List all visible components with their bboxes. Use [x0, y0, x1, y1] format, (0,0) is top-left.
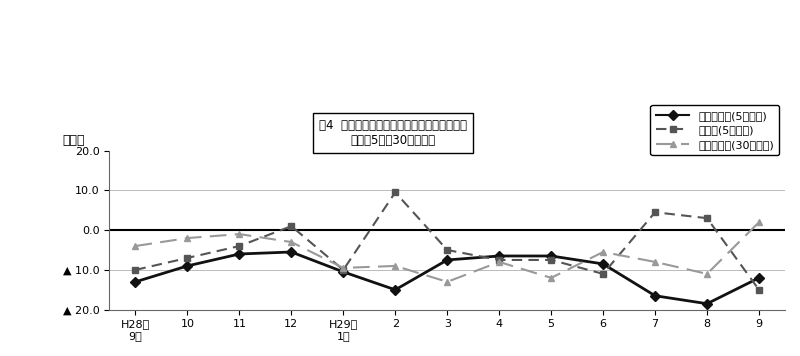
調査産業計(30人以上) [754, 220, 764, 224]
製造業(5人以上) [182, 256, 192, 260]
調査産業計(5人以上) [390, 288, 400, 292]
Text: 围4  所定外労働時間の推移（対前年同月比）
－規横5人・30人以上－: 围4 所定外労働時間の推移（対前年同月比） －規横5人・30人以上－ [319, 119, 467, 147]
製造業(5人以上) [754, 288, 764, 292]
調査産業計(5人以上) [598, 262, 608, 266]
調査産業計(5人以上) [650, 294, 660, 298]
調査産業計(30人以上) [546, 276, 556, 280]
製造業(5人以上) [130, 268, 140, 272]
調査産業計(30人以上) [494, 260, 504, 264]
調査産業計(30人以上) [702, 272, 712, 276]
調査産業計(5人以上) [338, 270, 348, 274]
調査産業計(30人以上) [442, 280, 452, 284]
製造業(5人以上) [546, 258, 556, 262]
Line: 調査産業計(5人以上): 調査産業計(5人以上) [132, 248, 762, 307]
調査産業計(30人以上) [598, 250, 608, 254]
調査産業計(5人以上) [286, 250, 296, 254]
調査産業計(30人以上) [130, 244, 140, 248]
調査産業計(30人以上) [286, 240, 296, 244]
製造業(5人以上) [650, 210, 660, 214]
調査産業計(5人以上) [130, 280, 140, 284]
製造業(5人以上) [494, 258, 504, 262]
調査産業計(5人以上) [754, 276, 764, 280]
Legend: 調査産業計(5人以上), 製造業(5人以上), 調査産業計(30人以上): 調査産業計(5人以上), 製造業(5人以上), 調査産業計(30人以上) [650, 105, 779, 155]
Text: （％）: （％） [62, 134, 85, 147]
調査産業計(5人以上) [546, 254, 556, 258]
調査産業計(30人以上) [650, 260, 660, 264]
製造業(5人以上) [234, 244, 244, 248]
製造業(5人以上) [286, 224, 296, 228]
調査産業計(30人以上) [390, 264, 400, 268]
調査産業計(5人以上) [234, 252, 244, 256]
調査産業計(5人以上) [442, 258, 452, 262]
製造業(5人以上) [390, 190, 400, 194]
Line: 調査産業計(30人以上): 調査産業計(30人以上) [132, 219, 762, 285]
調査産業計(5人以上) [182, 264, 192, 268]
調査産業計(5人以上) [702, 302, 712, 306]
製造業(5人以上) [598, 272, 608, 276]
調査産業計(30人以上) [234, 232, 244, 236]
製造業(5人以上) [338, 268, 348, 272]
製造業(5人以上) [702, 216, 712, 220]
調査産業計(5人以上) [494, 254, 504, 258]
調査産業計(30人以上) [338, 266, 348, 270]
調査産業計(30人以上) [182, 236, 192, 240]
Line: 製造業(5人以上): 製造業(5人以上) [132, 189, 762, 293]
製造業(5人以上) [442, 248, 452, 252]
